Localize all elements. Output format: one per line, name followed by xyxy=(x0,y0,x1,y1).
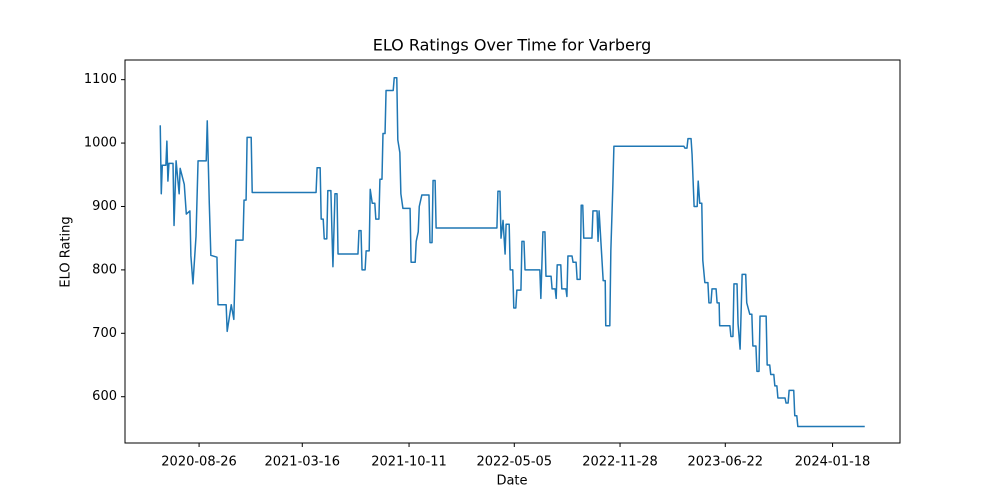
x-tick-label: 2021-10-11 xyxy=(371,455,447,470)
x-tick-label: 2022-11-28 xyxy=(582,455,658,470)
y-tick-label: 1100 xyxy=(84,72,117,87)
x-tick-label: 2021-03-16 xyxy=(264,455,340,470)
x-tick-label: 2023-06-22 xyxy=(687,455,763,470)
x-tick-label: 2022-05-05 xyxy=(477,455,553,470)
y-axis-label: ELO Rating xyxy=(59,216,74,287)
y-tick-label: 600 xyxy=(92,389,117,404)
y-tick-label: 900 xyxy=(92,199,117,214)
data-line xyxy=(159,77,865,428)
chart-title: ELO Ratings Over Time for Varberg xyxy=(373,36,652,55)
y-tick-label: 1000 xyxy=(84,136,117,151)
x-axis-label: Date xyxy=(496,474,527,489)
x-tick-label: 2020-08-26 xyxy=(161,455,237,470)
y-tick-label: 700 xyxy=(92,326,117,341)
plot-frame xyxy=(124,59,901,444)
y-tick-label: 800 xyxy=(92,262,117,277)
x-tick-label: 2024-01-18 xyxy=(795,455,871,470)
